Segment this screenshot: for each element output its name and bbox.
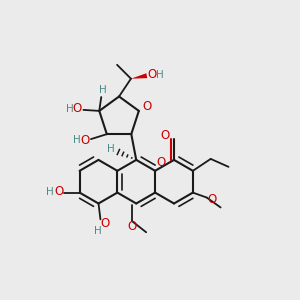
Text: O: O	[80, 134, 90, 147]
Text: O: O	[128, 220, 137, 233]
Text: H: H	[99, 85, 107, 95]
Polygon shape	[131, 73, 147, 79]
Text: H: H	[66, 104, 74, 114]
Text: O: O	[142, 100, 152, 113]
Text: O: O	[160, 129, 170, 142]
Text: O: O	[101, 217, 110, 230]
Text: H: H	[106, 144, 114, 154]
Text: O: O	[73, 102, 82, 116]
Text: O: O	[54, 185, 63, 198]
Text: O: O	[147, 68, 156, 81]
Text: O: O	[156, 156, 166, 170]
Text: H: H	[156, 70, 164, 80]
Text: O: O	[207, 193, 216, 206]
Text: H: H	[94, 226, 101, 236]
Text: H: H	[73, 135, 81, 145]
Text: H: H	[46, 187, 54, 196]
